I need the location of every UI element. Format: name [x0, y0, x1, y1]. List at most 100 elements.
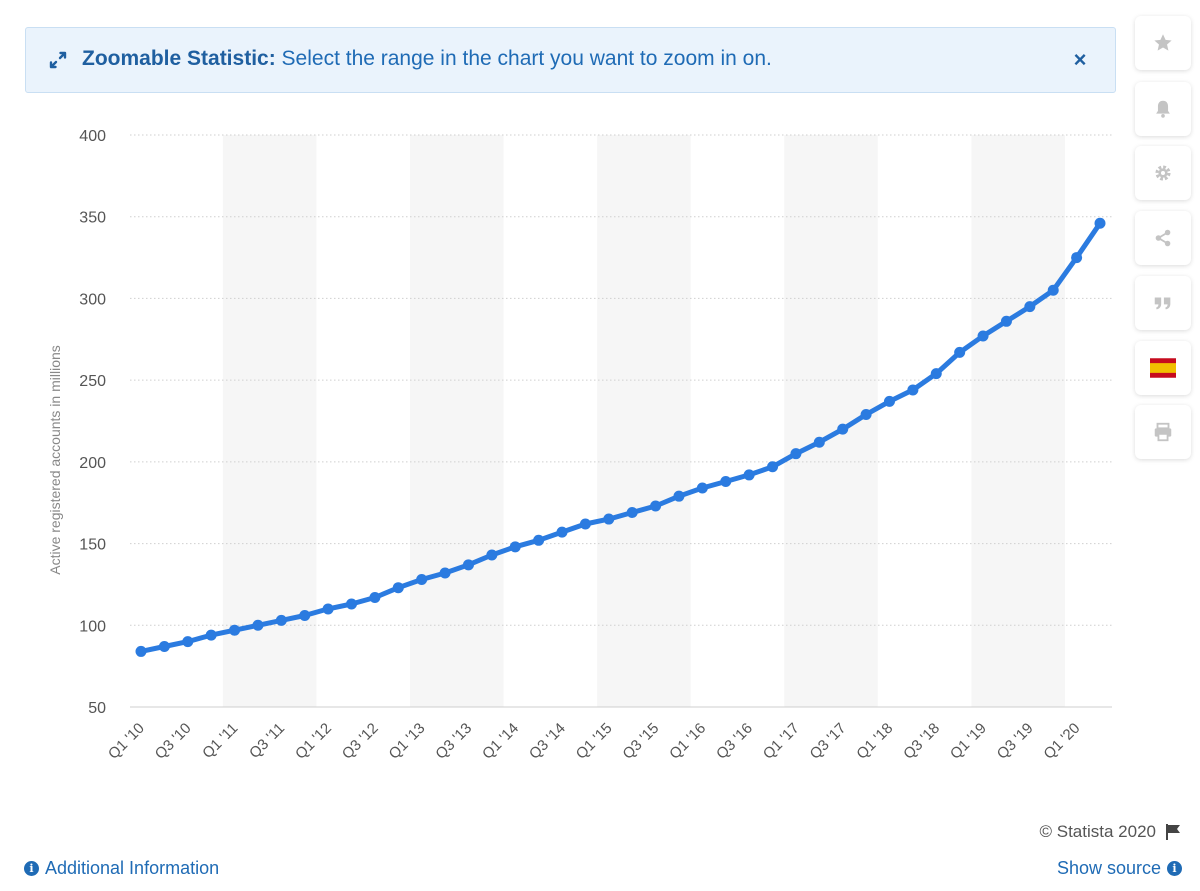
- banner-text: Zoomable Statistic: Select the range in …: [82, 47, 772, 71]
- data-point[interactable]: [322, 603, 334, 615]
- data-point[interactable]: [556, 526, 568, 538]
- notification-bell-icon: [1156, 100, 1170, 118]
- x-tick-label: Q3 '17: [807, 720, 850, 763]
- data-point[interactable]: [369, 592, 381, 604]
- x-tick-label: Q1 '15: [573, 720, 616, 763]
- print-button[interactable]: [1135, 405, 1191, 459]
- language-button[interactable]: [1135, 341, 1191, 395]
- data-point[interactable]: [205, 629, 217, 641]
- notification-button[interactable]: [1135, 82, 1191, 136]
- additional-information-label: Additional Information: [45, 858, 220, 878]
- x-tick-label: Q3 '12: [339, 720, 382, 763]
- data-point[interactable]: [720, 475, 732, 487]
- print-icon: [1154, 422, 1172, 442]
- expand-arrows-icon: [49, 51, 67, 69]
- favorite-button[interactable]: [1135, 16, 1191, 70]
- column-bands: [222, 135, 1065, 707]
- x-tick-label: Q1 '20: [1040, 720, 1083, 763]
- gridlines: [130, 134, 1112, 708]
- x-tick-label: Q1 '12: [292, 720, 335, 763]
- line-chart[interactable]: 50 100 150 200 250 300 350 400 Active registere…: [0, 110, 1130, 810]
- data-point[interactable]: [439, 567, 451, 579]
- show-source-link[interactable]: Show source i: [1057, 858, 1182, 879]
- data-point[interactable]: [135, 645, 147, 657]
- data-point[interactable]: [954, 346, 966, 358]
- data-point[interactable]: [182, 636, 194, 648]
- data-point[interactable]: [907, 384, 919, 396]
- banner-message: Select the range in the chart you want t…: [275, 47, 772, 70]
- x-tick-label: Q3 '11: [246, 720, 288, 762]
- data-point[interactable]: [579, 518, 591, 530]
- data-point[interactable]: [696, 482, 708, 494]
- additional-information-link[interactable]: i Additional Information: [24, 858, 219, 879]
- data-point[interactable]: [229, 624, 241, 636]
- data-point[interactable]: [1094, 217, 1106, 229]
- info-icon: i: [1167, 861, 1182, 876]
- y-tick-label: 150: [79, 537, 106, 554]
- data-point[interactable]: [346, 598, 358, 610]
- data-point[interactable]: [462, 559, 474, 571]
- y-tick-label: 300: [79, 291, 106, 308]
- data-point[interactable]: [486, 549, 498, 561]
- y-axis-label: Active registered accounts in millions: [47, 345, 63, 575]
- data-point[interactable]: [626, 507, 638, 519]
- show-source-label: Show source: [1056, 858, 1161, 878]
- x-tick-label: Q3 '14: [526, 720, 569, 763]
- data-point[interactable]: [673, 490, 685, 502]
- data-point[interactable]: [533, 534, 545, 546]
- y-tick-label: 400: [79, 128, 106, 145]
- x-tick-label: Q1 '18: [853, 720, 896, 763]
- data-point[interactable]: [1000, 315, 1012, 327]
- year-band: [409, 135, 504, 707]
- data-point[interactable]: [743, 469, 755, 481]
- copyright-text: © Statista 2020: [1039, 822, 1157, 841]
- x-tick-label: Q3 '15: [619, 720, 662, 763]
- data-point[interactable]: [813, 436, 825, 448]
- data-point[interactable]: [860, 408, 872, 420]
- citation-button[interactable]: [1135, 276, 1191, 330]
- data-point[interactable]: [883, 395, 895, 407]
- x-tick-label: Q1 '13: [386, 720, 429, 763]
- citation-quote-icon: [1154, 297, 1171, 310]
- info-icon: i: [24, 861, 39, 876]
- share-icon: [1155, 229, 1171, 247]
- data-point[interactable]: [767, 461, 779, 473]
- data-point[interactable]: [252, 619, 264, 631]
- data-points: [135, 217, 1106, 657]
- x-tick-label: Q1 '11: [199, 720, 241, 762]
- x-tick-label: Q1 '16: [666, 720, 709, 763]
- data-point[interactable]: [275, 614, 287, 626]
- settings-button[interactable]: [1135, 146, 1191, 200]
- data-point[interactable]: [650, 500, 662, 512]
- copyright: © Statista 2020: [1040, 822, 1183, 842]
- report-flag-icon[interactable]: [1164, 823, 1182, 841]
- data-point[interactable]: [1047, 284, 1059, 296]
- data-point[interactable]: [1024, 301, 1036, 313]
- favorite-star-icon: [1154, 34, 1172, 51]
- chart-area[interactable]: 50 100 150 200 250 300 350 400 Active registere…: [0, 110, 1130, 810]
- x-tick-label: Q3 '16: [713, 720, 756, 763]
- y-tick-label: 50: [88, 700, 106, 717]
- banner-title: Zoomable Statistic:: [82, 47, 276, 70]
- year-band: [597, 135, 691, 707]
- data-point[interactable]: [158, 641, 170, 653]
- data-point[interactable]: [416, 574, 428, 586]
- data-point[interactable]: [1071, 252, 1083, 264]
- x-tick-label: Q1 '19: [947, 720, 990, 763]
- data-point[interactable]: [977, 330, 989, 342]
- y-tick-label: 350: [79, 210, 106, 227]
- data-point[interactable]: [299, 609, 311, 621]
- x-tick-label: Q1 '14: [479, 720, 522, 763]
- data-point[interactable]: [930, 368, 942, 380]
- y-tick-label: 250: [79, 373, 106, 390]
- share-button[interactable]: [1135, 211, 1191, 265]
- data-point[interactable]: [790, 448, 802, 460]
- close-banner-button[interactable]: ×: [1073, 47, 1087, 72]
- x-tick-label: Q3 '19: [994, 720, 1037, 763]
- y-tick-label: 100: [79, 618, 106, 635]
- y-tick-label: 200: [79, 455, 106, 472]
- data-point[interactable]: [837, 423, 849, 435]
- data-point[interactable]: [392, 582, 404, 594]
- data-point[interactable]: [603, 513, 615, 525]
- data-point[interactable]: [509, 541, 521, 553]
